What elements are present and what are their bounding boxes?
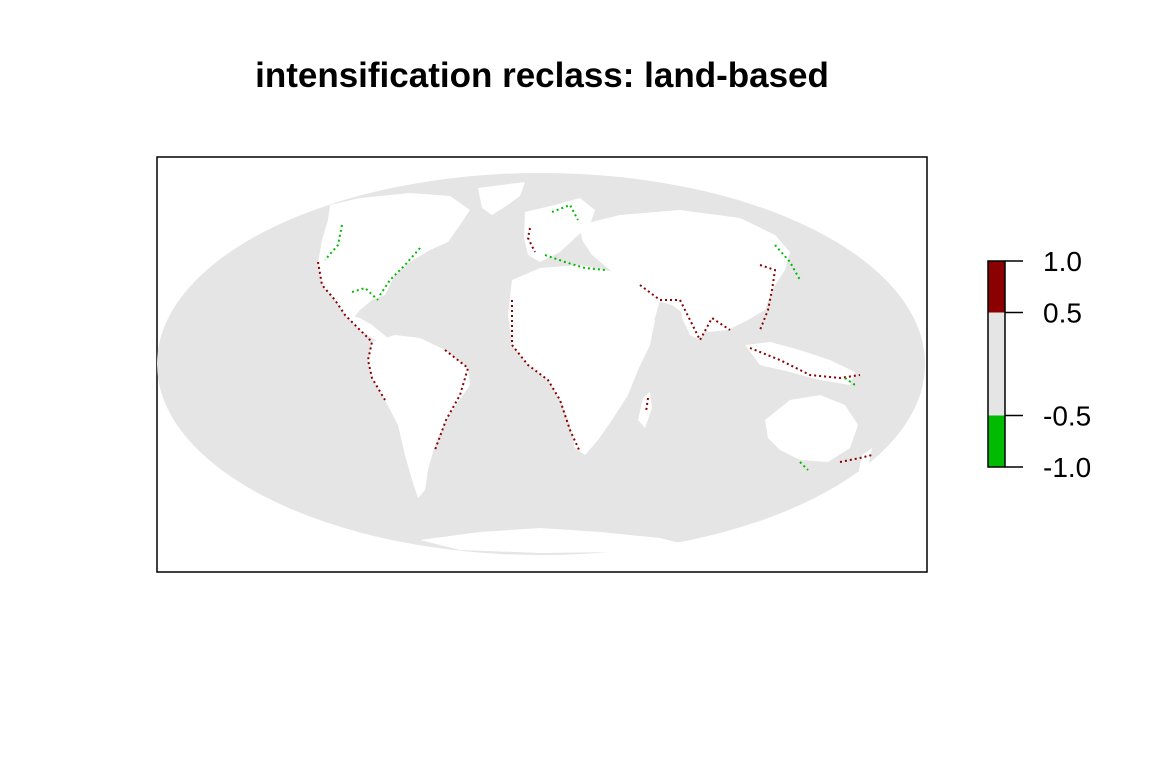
land-asia [580,210,790,332]
increase-east-asia [759,264,777,331]
land-central-america [345,315,390,345]
legend-tick-label-2: -0.5 [1043,401,1091,432]
decrease-australia [799,461,809,471]
land-se-asia [745,342,855,385]
land-antarctica [420,528,700,553]
land-greenland [478,182,525,215]
legend-bin-1 [988,312,1005,416]
land-south-america [368,335,470,498]
increase-south-america [434,349,470,451]
land-masses [318,182,872,553]
decrease-mediterranean [544,254,606,271]
increase-europe [526,227,536,253]
increase-madagascar [645,397,649,413]
increase-indonesia [749,347,861,380]
map-title: intensification reclass: land-based [255,56,829,95]
decrease-gulf [351,286,379,301]
land-australia [765,395,858,462]
decrease-scandinavia [551,203,579,221]
decrease-indonesia [844,377,856,386]
legend-bin-2 [988,415,1005,467]
decrease-north-america-west [324,224,343,261]
legend-tick-label-3: -1.0 [1043,452,1091,483]
legend-tick-label-0: 1.0 [1043,246,1082,277]
land-new-zealand [858,448,872,475]
land-india [680,300,712,340]
increase-australia-se [839,454,873,463]
increase-west-africa [511,300,581,453]
legend-bin-0 [988,261,1005,313]
increase-west-americas [317,261,386,401]
land-europe [524,198,595,262]
land-north-america [318,193,470,320]
increase-south-asia [639,284,731,343]
legend-tick-label-1: 0.5 [1043,298,1082,329]
legend-border [987,260,1006,468]
decrease-japan [774,244,801,281]
decrease-north-america-east [379,247,421,296]
decrease-cells [324,203,856,471]
legend: 1.0 0.5 -0.5 -1.0 [987,246,1091,483]
land-madagascar [638,392,652,428]
land-africa [508,265,655,455]
increase-cells [317,227,873,463]
